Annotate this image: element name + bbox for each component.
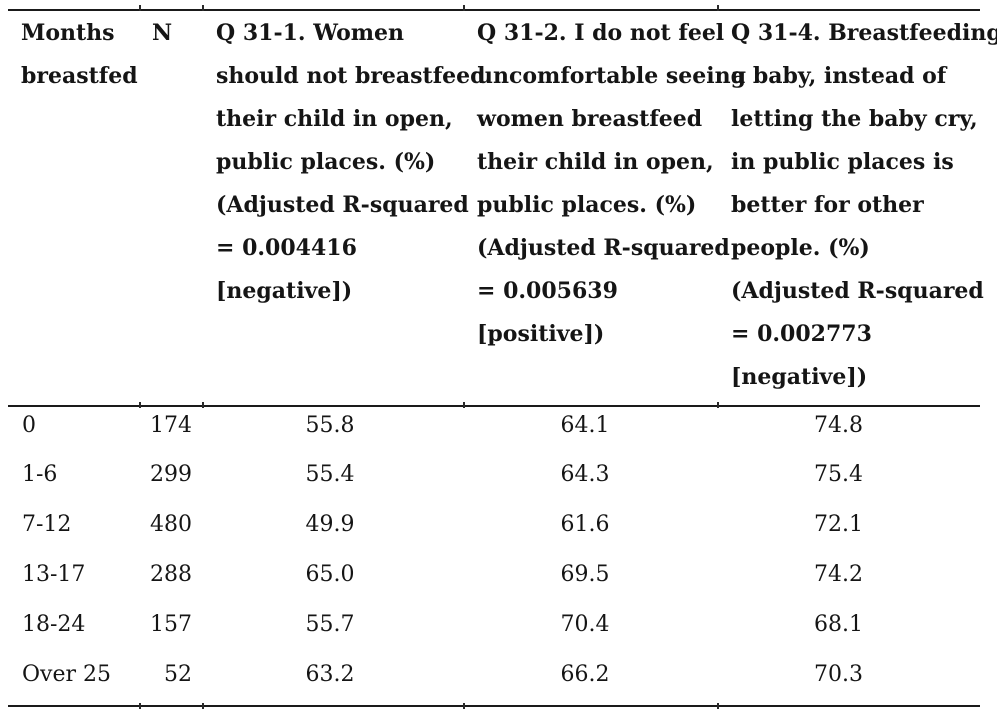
column-border-tick	[463, 5, 465, 11]
cell-months: 18-24	[22, 612, 86, 637]
cell-q31-2: 66.2	[560, 662, 610, 687]
cell-q31-4: 74.2	[814, 562, 863, 587]
cell-n: 480	[150, 512, 192, 537]
cell-q31-4: 70.3	[814, 662, 863, 687]
table-body: 0 174 55.8 64.1 74.8 1-6 299 55.4 64.3 7…	[8, 406, 980, 706]
cell-q31-2: 69.5	[560, 562, 610, 587]
cell-q31-4: 75.4	[814, 462, 863, 487]
column-border-tick	[202, 703, 204, 709]
cell-months: 7-12	[22, 512, 72, 537]
cell-q31-1: 55.7	[305, 612, 355, 637]
cell-q31-2: 64.1	[560, 413, 610, 438]
column-border-tick	[717, 703, 719, 709]
cell-q31-1: 63.2	[305, 662, 355, 687]
cell-months: Over 25	[22, 662, 111, 687]
col-header-n: N	[140, 10, 203, 407]
stats-table: Months breastfed N Q 31-1. Women should …	[8, 9, 997, 707]
cell-q31-2: 64.3	[560, 462, 610, 487]
col-header-q31-4: Q 31-4. Breastfeeding a baby, instead of…	[718, 10, 997, 407]
cell-q31-1: 49.9	[305, 512, 355, 537]
cell-q31-4: 68.1	[814, 612, 863, 637]
cell-q31-1: 65.0	[305, 562, 355, 587]
breastfeeding-results-table: Months breastfed N Q 31-1. Women should …	[8, 5, 997, 709]
column-border-tick	[463, 402, 465, 408]
cell-n: 299	[150, 462, 192, 487]
cell-n: 52	[164, 662, 192, 687]
table-row: 13-17 288 65.0 69.5 74.2	[8, 556, 980, 606]
column-border-tick	[717, 5, 719, 11]
cell-n: 288	[150, 562, 192, 587]
column-border-tick	[202, 5, 204, 11]
col-header-q31-1: Q 31-1. Women should not breastfeed thei…	[203, 10, 486, 407]
table-header: Months breastfed N Q 31-1. Women should …	[8, 10, 997, 407]
table-row: 1-6 299 55.4 64.3 75.4	[8, 456, 980, 506]
cell-q31-2: 61.6	[560, 512, 610, 537]
column-border-tick	[202, 402, 204, 408]
table-row: 7-12 480 49.9 61.6 72.1	[8, 506, 980, 556]
column-border-tick	[717, 402, 719, 408]
column-border-tick	[139, 703, 141, 709]
cell-months: 1-6	[22, 462, 58, 487]
cell-months: 13-17	[22, 562, 86, 587]
cell-q31-1: 55.8	[305, 413, 355, 438]
cell-q31-4: 72.1	[814, 512, 863, 537]
table-row: Over 25 52 63.2 66.2 70.3	[8, 656, 980, 706]
col-header-months-breastfed: Months breastfed	[8, 10, 140, 407]
column-border-tick	[463, 703, 465, 709]
cell-q31-1: 55.4	[305, 462, 355, 487]
cell-q31-4: 74.8	[814, 413, 863, 438]
table-row: 18-24 157 55.7 70.4 68.1	[8, 606, 980, 656]
cell-n: 157	[150, 612, 192, 637]
table-row: 0 174 55.8 64.1 74.8	[8, 406, 980, 456]
cell-months: 0	[22, 413, 36, 438]
header-row: Months breastfed N Q 31-1. Women should …	[8, 10, 997, 407]
cell-n: 174	[150, 413, 192, 438]
column-border-tick	[139, 5, 141, 11]
cell-q31-2: 70.4	[560, 612, 610, 637]
column-border-tick	[139, 402, 141, 408]
col-header-q31-2: Q 31-2. I do not feel uncomfortable seei…	[464, 10, 746, 407]
